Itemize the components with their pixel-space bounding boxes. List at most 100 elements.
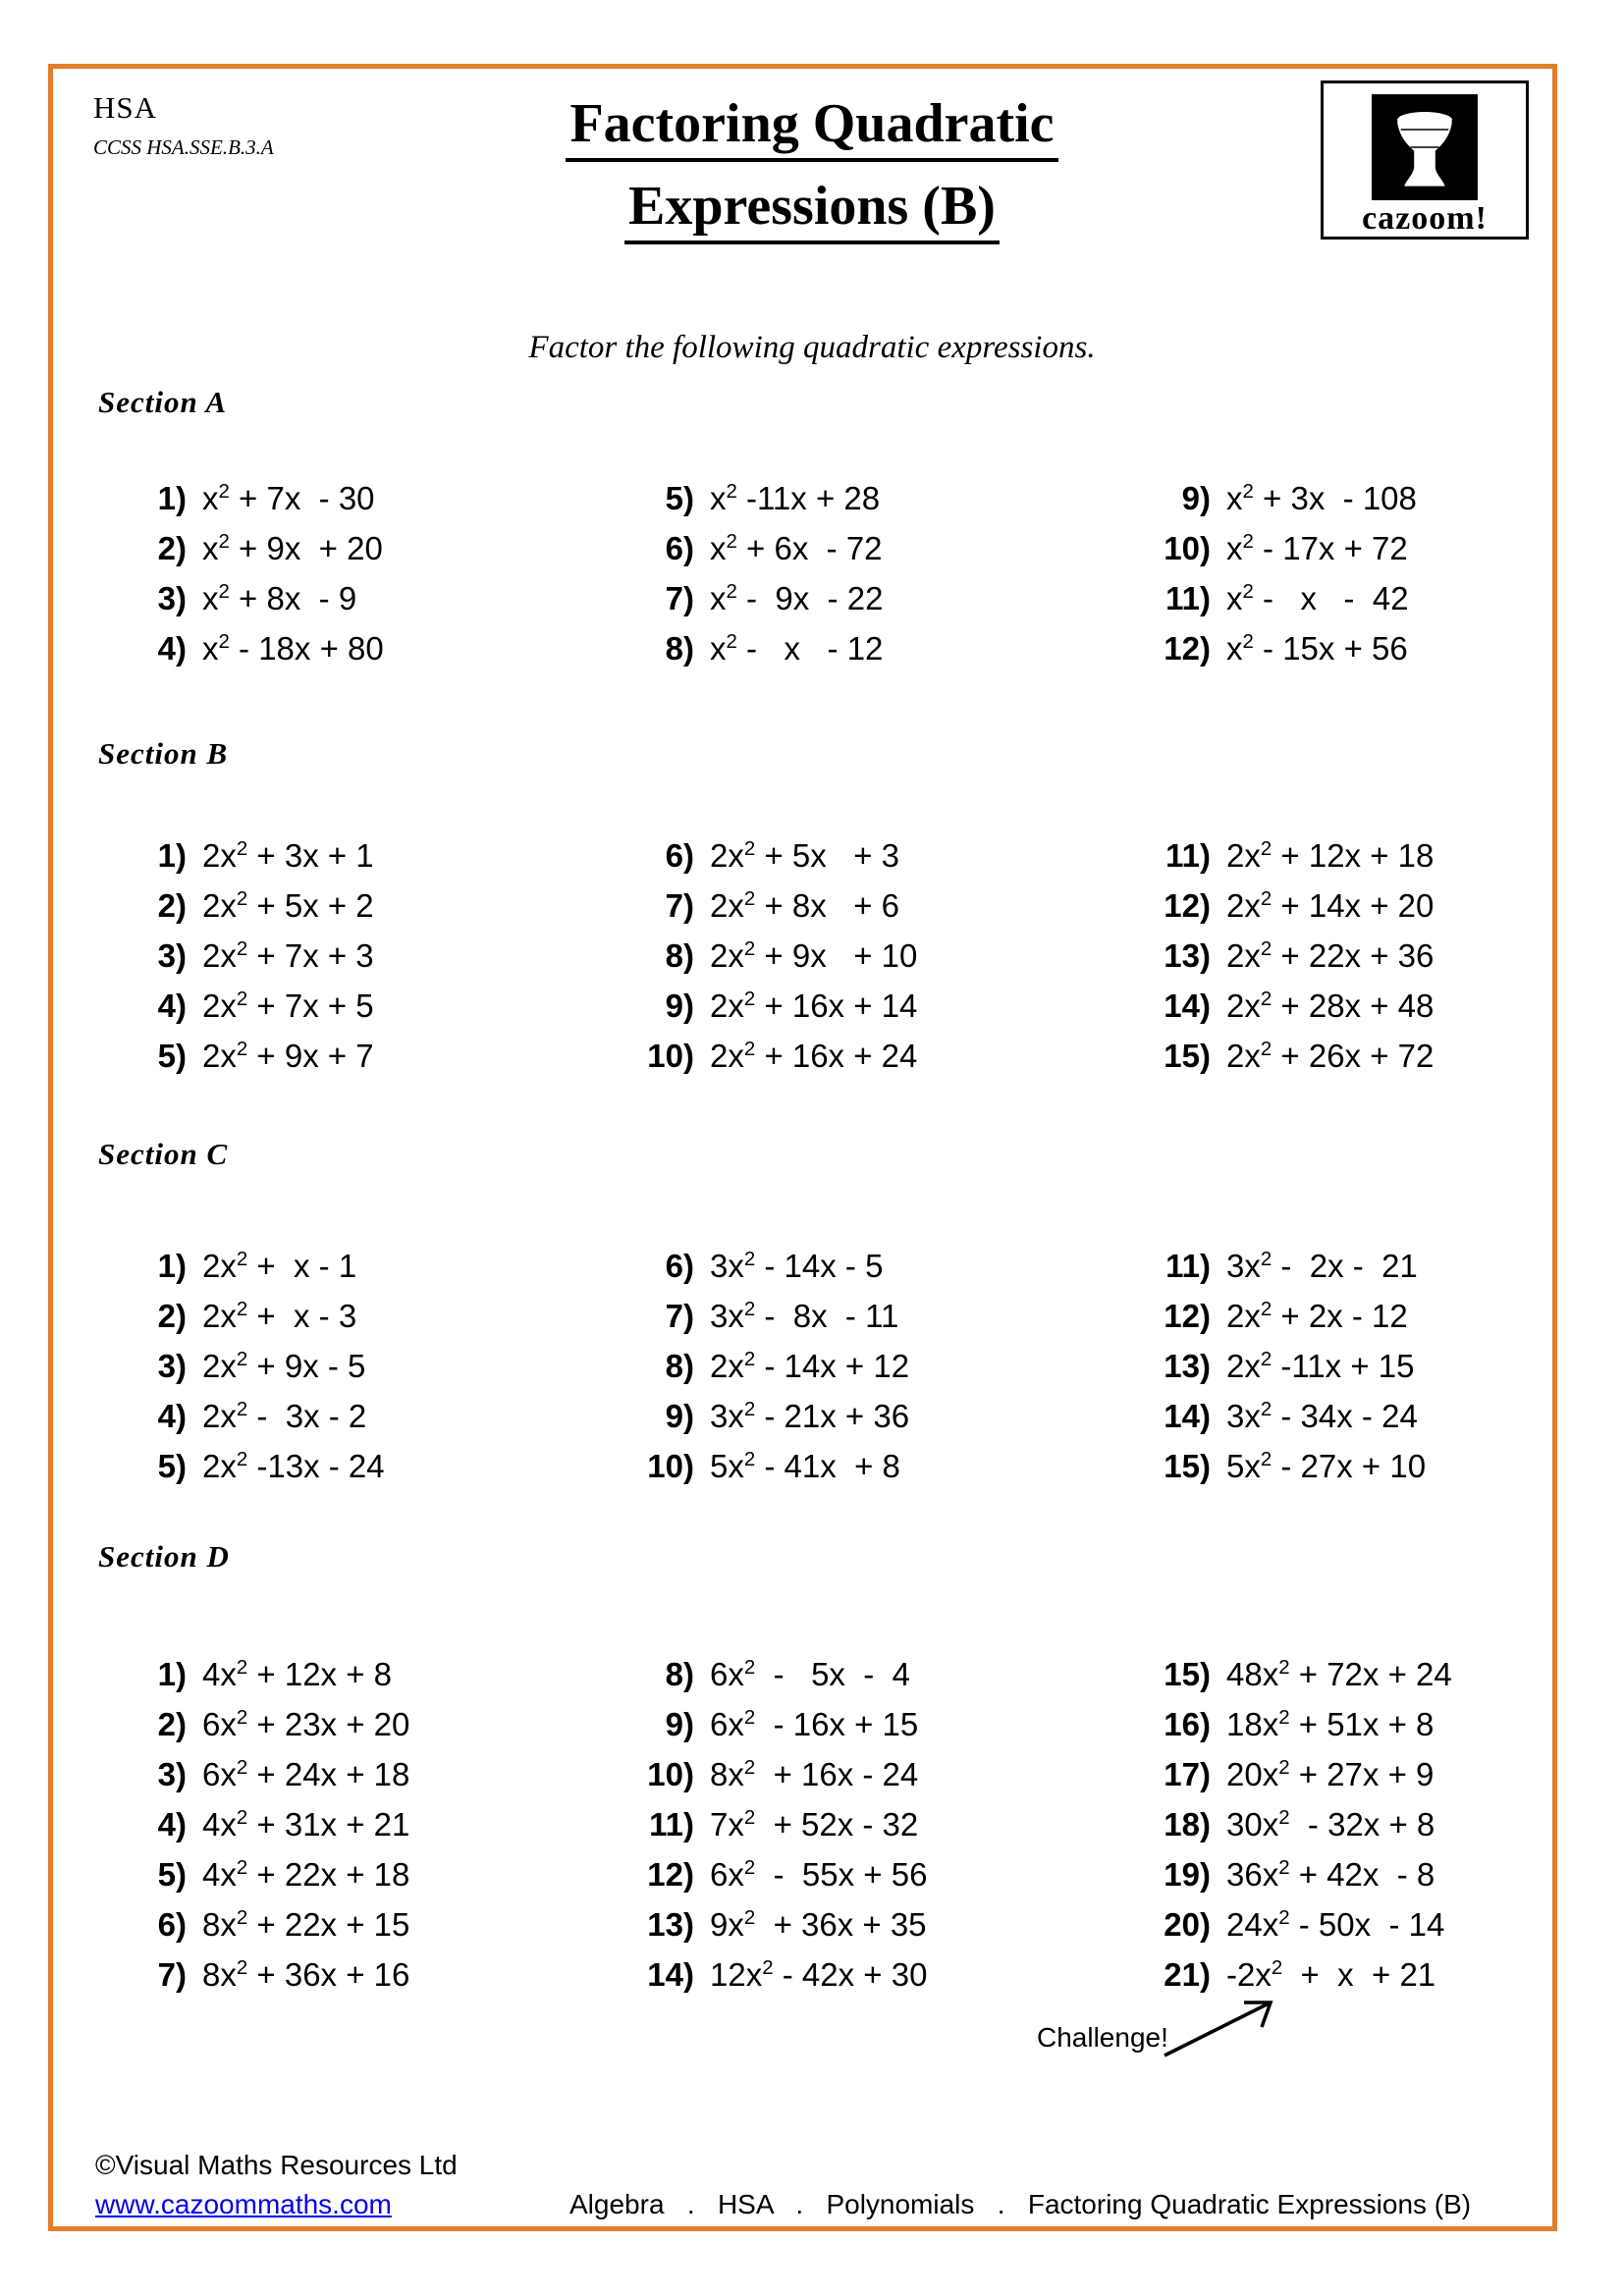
problem-item: 5) 2x2 -13x - 24 — [93, 1445, 385, 1495]
problem-item: 20) 24x2 - 50x - 14 — [1117, 1903, 1452, 1953]
problem-expression: 4x2 + 22x + 18 — [202, 1856, 410, 1893]
problem-column: 1) 2x2 + 3x + 1 2) 2x2 + 5x + 2 3) 2x2 + 7x +… — [93, 834, 374, 1085]
problem-item: 6) x2 + 6x - 72 — [601, 527, 883, 577]
problem-item: 2) 6x2 + 23x + 20 — [93, 1703, 410, 1753]
problem-expression: 2x2 + 22x + 36 — [1226, 937, 1435, 974]
problem-column: 15) 48x2 + 72x + 24 16) 18x2 + 51x + 8 17) 20… — [1117, 1653, 1452, 2003]
problem-expression: 2x2 + 14x + 20 — [1226, 887, 1435, 924]
problem-item: 4) x2 - 18x + 80 — [93, 627, 384, 677]
problem-number: 11) — [1165, 837, 1211, 874]
problem-expression: 2x2 + 8x + 6 — [710, 887, 899, 924]
problem-number: 4) — [157, 988, 187, 1024]
problem-expression: 2x2 + 7x + 5 — [202, 988, 374, 1024]
problem-number: 9) — [665, 1398, 694, 1434]
problem-number: 12) — [647, 1856, 694, 1893]
course-code: HSA — [93, 90, 158, 125]
problem-expression: -2x2 + x + 21 — [1226, 1956, 1436, 1993]
problem-expression: 48x2 + 72x + 24 — [1226, 1656, 1452, 1692]
problem-item: 1) x2 + 7x - 30 — [93, 477, 384, 527]
problem-expression: 8x2 + 16x - 24 — [710, 1756, 919, 1792]
problem-item: 1) 2x2 + 3x + 1 — [93, 834, 374, 884]
problem-expression: 2x2 + 12x + 18 — [1226, 837, 1435, 874]
worksheet-title: Factoring Quadratic Expressions (B) — [0, 92, 1624, 244]
problem-number: 15) — [1164, 1448, 1211, 1484]
problem-column: 5) x2 -11x + 28 6) x2 + 6x - 72 7) x2 - 9x - … — [601, 477, 884, 677]
problem-number: 9) — [1181, 480, 1211, 516]
problem-item: 9) x2 + 3x - 108 — [1117, 477, 1417, 527]
problem-item: 9) 6x2 - 16x + 15 — [601, 1703, 927, 1753]
problem-column: 1) 4x2 + 12x + 8 2) 6x2 + 23x + 20 3) 6x2 + 2… — [93, 1653, 410, 2003]
problem-column: 8) 6x2 - 5x - 4 9) 6x2 - 16x + 15 10) 8x2 + 1… — [601, 1653, 927, 2003]
problem-number: 14) — [647, 1956, 694, 1993]
problem-item: 8) 2x2 - 14x + 12 — [601, 1345, 909, 1395]
problem-item: 8) 2x2 + 9x + 10 — [601, 934, 918, 985]
problem-item: 10) 2x2 + 16x + 24 — [601, 1035, 917, 1085]
footer-breadcrumb: Algebra . HSA . Polynomials . Factoring … — [569, 2189, 1472, 2219]
ccss-standard-code: CCSS HSA.SSE.B.3.A — [93, 135, 274, 159]
problem-column: 1) 2x2 + x - 1 2) 2x2 + x - 3 3) 2x2 + 9x - 5… — [93, 1245, 385, 1495]
problem-item: 7) 3x2 - 8x - 11 — [601, 1295, 909, 1345]
problem-item: 2) 2x2 + 5x + 2 — [93, 884, 374, 934]
problem-number: 11) — [1165, 580, 1211, 616]
problem-expression: x2 + 7x - 30 — [202, 480, 375, 516]
problem-expression: 2x2 + 9x + 10 — [710, 937, 918, 974]
problem-item: 18) 30x2 - 32x + 8 — [1117, 1803, 1452, 1853]
problem-item: 21) -2x2 + x + 21 — [1117, 1953, 1452, 2003]
problem-item: 6) 2x2 + 5x + 3 — [601, 834, 917, 884]
problem-number: 14) — [1164, 1398, 1211, 1434]
section-heading-a: Section A — [98, 385, 228, 419]
problem-number: 17) — [1164, 1756, 1211, 1792]
problem-item: 8) 6x2 - 5x - 4 — [601, 1653, 927, 1703]
problem-item: 7) 2x2 + 8x + 6 — [601, 884, 917, 934]
problem-expression: 2x2 + 3x + 1 — [202, 837, 374, 874]
problem-number: 7) — [157, 1956, 187, 1993]
problem-expression: x2 -11x + 28 — [710, 480, 881, 516]
problem-number: 12) — [1164, 887, 1211, 924]
problem-item: 15) 5x2 - 27x + 10 — [1117, 1445, 1426, 1495]
problem-number: 5) — [157, 1448, 187, 1484]
problem-expression: 3x2 - 8x - 11 — [710, 1298, 899, 1334]
problem-expression: 6x2 + 24x + 18 — [202, 1756, 410, 1792]
problem-expression: 2x2 + 16x + 14 — [710, 988, 918, 1024]
problem-expression: 5x2 - 41x + 8 — [710, 1448, 900, 1484]
worksheet-title-line1: Factoring Quadratic — [566, 93, 1058, 162]
problem-item: 7) x2 - 9x - 22 — [601, 577, 884, 627]
problem-item: 3) 2x2 + 7x + 3 — [93, 934, 374, 985]
problem-item: 4) 4x2 + 31x + 21 — [93, 1803, 410, 1853]
section-heading-d: Section D — [98, 1539, 230, 1574]
problem-number: 8) — [665, 937, 694, 974]
problem-item: 5) x2 -11x + 28 — [601, 477, 883, 527]
problem-expression: 6x2 - 55x + 56 — [710, 1856, 928, 1893]
problem-expression: 2x2 + x - 3 — [202, 1298, 357, 1334]
problem-number: 6) — [665, 837, 694, 874]
problem-number: 10) — [647, 1448, 694, 1484]
problem-number: 21) — [1164, 1956, 1211, 1993]
problem-number: 6) — [665, 1248, 694, 1284]
problem-number: 1) — [157, 480, 187, 516]
problem-expression: 24x2 - 50x - 14 — [1226, 1906, 1445, 1943]
problem-item: 3) 6x2 + 24x + 18 — [93, 1753, 410, 1803]
footer-website-link[interactable]: www.cazoommaths.com — [95, 2189, 392, 2219]
problem-number: 1) — [157, 837, 187, 874]
problem-item: 5) 4x2 + 22x + 18 — [93, 1853, 410, 1903]
problem-number: 3) — [157, 937, 187, 974]
problem-expression: 30x2 - 32x + 8 — [1226, 1806, 1435, 1842]
problem-number: 6) — [665, 530, 694, 566]
problem-item: 12) 2x2 + 14x + 20 — [1117, 884, 1434, 934]
problem-item: 11) 7x2 + 52x - 32 — [601, 1803, 927, 1853]
problem-item: 11) 2x2 + 12x + 18 — [1117, 834, 1434, 884]
problem-number: 13) — [1164, 937, 1211, 974]
problem-item: 10) x2 - 17x + 72 — [1117, 527, 1417, 577]
problem-expression: 3x2 - 2x - 21 — [1226, 1248, 1418, 1284]
problem-expression: 2x2 + 9x + 7 — [202, 1038, 374, 1074]
problem-expression: 18x2 + 51x + 8 — [1226, 1706, 1435, 1742]
problem-item: 14) 2x2 + 28x + 48 — [1117, 985, 1434, 1035]
problem-item: 13) 2x2 + 22x + 36 — [1117, 934, 1434, 985]
problem-column: 1) x2 + 7x - 30 2) x2 + 9x + 20 3) x2 + 8x - … — [93, 477, 384, 677]
problem-item: 12) 2x2 + 2x - 12 — [1117, 1295, 1426, 1345]
problem-number: 8) — [665, 630, 694, 667]
problem-item: 9) 2x2 + 16x + 14 — [601, 985, 918, 1035]
problem-number: 7) — [665, 1298, 694, 1334]
problem-number: 13) — [1164, 1348, 1211, 1384]
problem-expression: 2x2 + 16x + 24 — [710, 1038, 918, 1074]
